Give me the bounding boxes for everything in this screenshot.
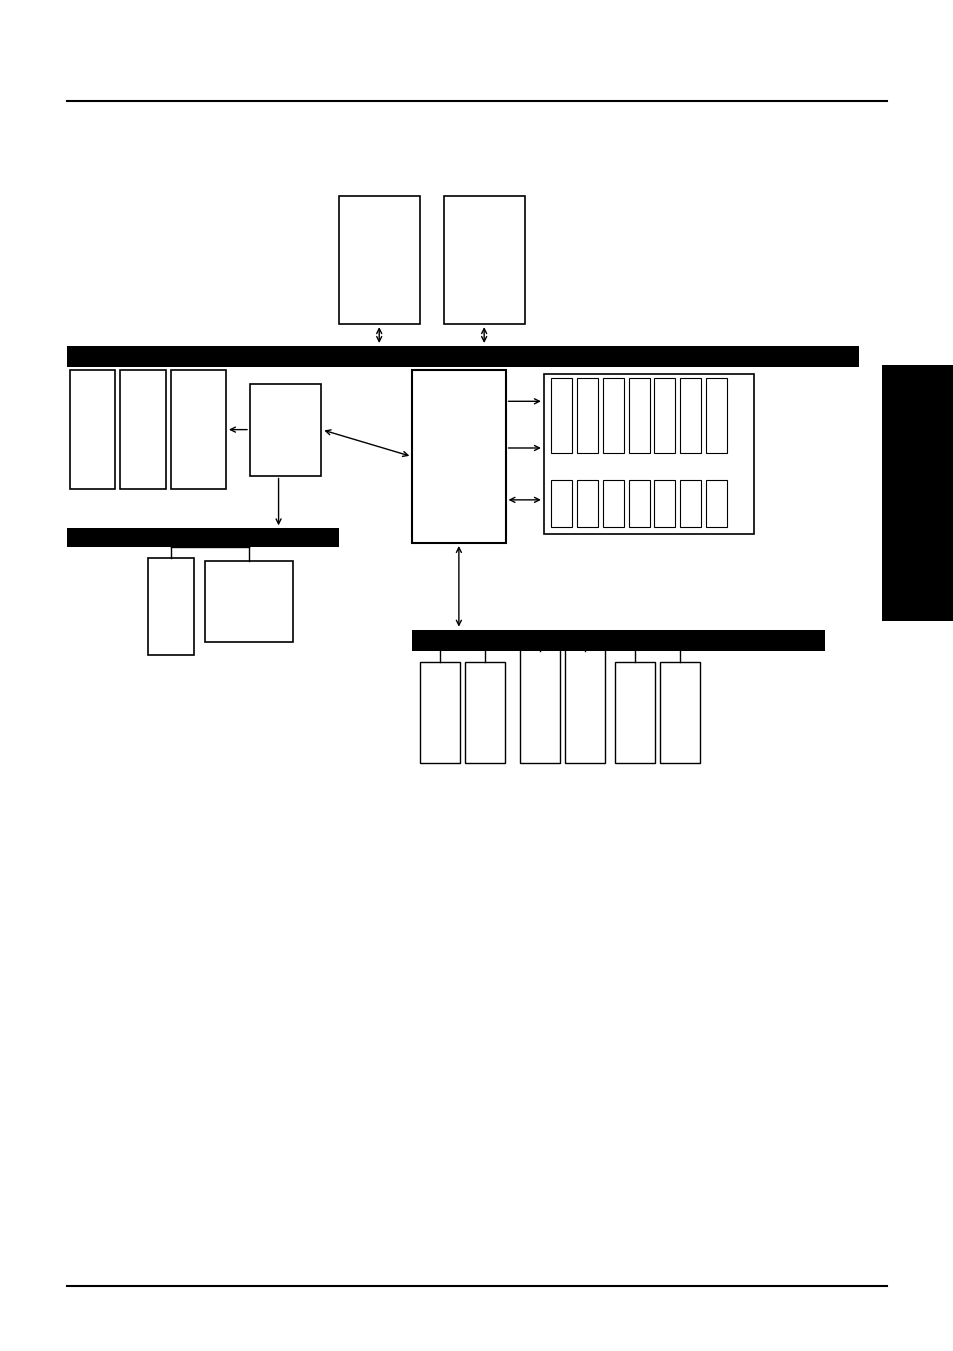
Bar bbox=[67, 528, 338, 547]
Bar bbox=[602, 480, 623, 527]
Bar bbox=[120, 370, 166, 489]
Bar bbox=[628, 378, 649, 453]
Bar bbox=[205, 561, 293, 642]
Bar bbox=[338, 196, 419, 324]
Bar bbox=[679, 378, 700, 453]
Bar bbox=[543, 374, 753, 534]
Bar bbox=[602, 378, 623, 453]
Bar bbox=[551, 480, 572, 527]
Bar bbox=[148, 558, 193, 655]
Bar bbox=[67, 346, 858, 367]
Bar bbox=[654, 378, 675, 453]
Bar bbox=[577, 378, 598, 453]
Bar bbox=[882, 365, 953, 621]
Bar bbox=[564, 642, 604, 763]
Bar bbox=[250, 384, 321, 476]
Bar bbox=[464, 662, 504, 763]
Bar bbox=[412, 370, 505, 543]
Bar bbox=[412, 630, 824, 651]
Bar bbox=[705, 480, 726, 527]
Bar bbox=[551, 378, 572, 453]
Bar bbox=[615, 662, 655, 763]
Bar bbox=[679, 480, 700, 527]
Bar bbox=[628, 480, 649, 527]
Bar bbox=[654, 480, 675, 527]
Bar bbox=[577, 480, 598, 527]
Bar bbox=[519, 642, 559, 763]
Bar bbox=[443, 196, 524, 324]
Bar bbox=[70, 370, 115, 489]
Bar bbox=[171, 370, 226, 489]
Bar bbox=[419, 662, 459, 763]
Bar bbox=[705, 378, 726, 453]
Bar bbox=[659, 662, 700, 763]
